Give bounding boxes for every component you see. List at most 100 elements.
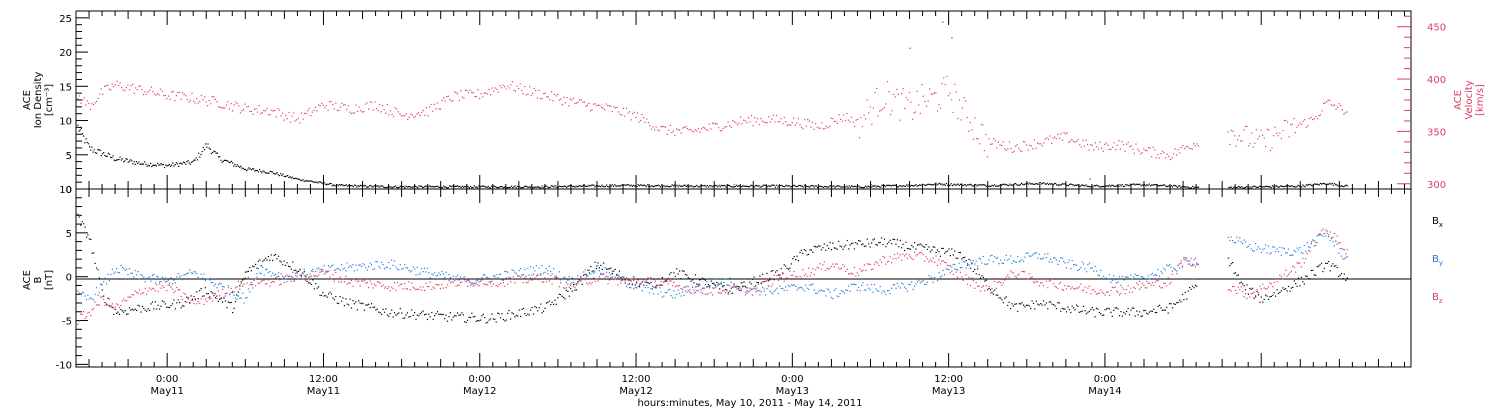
b-bx-point (313, 288, 315, 290)
b-bz-point (1242, 290, 1244, 293)
b-by-point (762, 286, 764, 288)
velocity-point (302, 118, 304, 120)
b-by-point (408, 269, 410, 272)
density-point (1154, 183, 1156, 186)
b-by-point (520, 268, 522, 270)
b-bz-point (511, 278, 513, 280)
b-bx-point (551, 301, 553, 303)
b-bz-point (750, 288, 752, 290)
b-bz-point (1064, 285, 1066, 287)
b-by-point (1078, 269, 1080, 271)
b-by-point (355, 264, 357, 266)
b-bx-point (1246, 284, 1248, 286)
velocity-point (694, 129, 696, 131)
density-point (1196, 186, 1198, 188)
b-by-point (664, 292, 666, 294)
density-point (1141, 184, 1143, 186)
b-bz-point (1075, 287, 1078, 289)
b-by-point (985, 263, 987, 266)
b-bz-point (1121, 287, 1123, 289)
b-bz-point (475, 280, 477, 282)
b-bz-point (517, 275, 519, 277)
b-bz-point (482, 283, 484, 285)
b-bx-point (588, 272, 590, 274)
b-bx-point (1138, 311, 1141, 313)
b-by-point (240, 297, 242, 299)
b-by-point (742, 281, 744, 284)
density-point (1142, 184, 1144, 186)
b-bx-point (137, 304, 139, 306)
velocity-point (774, 121, 776, 123)
b-bx-point (656, 285, 658, 287)
b-bx-point (1133, 307, 1135, 309)
b-bz-point (955, 271, 957, 273)
b-bx-point (326, 296, 328, 298)
density-point (416, 186, 418, 188)
b-bz-point (1093, 288, 1095, 291)
b-bz-point (699, 284, 701, 287)
b-bz-point (663, 281, 665, 283)
b-bz-point (1080, 283, 1082, 285)
b-by-point (1041, 258, 1043, 260)
velocity-point (1016, 144, 1018, 146)
density-point (617, 185, 619, 187)
b-bx-point (1136, 310, 1138, 312)
density-point (342, 184, 344, 186)
b-by-point (424, 267, 426, 269)
velocity-point (1104, 143, 1106, 145)
b-bz-point (826, 267, 828, 269)
b-by-point (1194, 257, 1196, 259)
velocity-point (693, 131, 695, 133)
density-point (485, 186, 487, 188)
b-bz-point (1114, 286, 1116, 288)
density-point (1298, 185, 1300, 187)
density-point (282, 173, 284, 175)
b-by-point (1234, 242, 1237, 244)
density-point (83, 135, 85, 137)
b-by-point (217, 283, 219, 286)
b-bz-point (361, 280, 363, 282)
b-by-point (1283, 248, 1285, 250)
density-point (710, 185, 712, 187)
b-bx-point (883, 238, 886, 240)
b-bx-point (744, 286, 747, 288)
b-bz-point (921, 252, 923, 254)
velocity-point (218, 106, 220, 108)
density-point (1144, 184, 1146, 186)
density-point (478, 185, 480, 187)
density-point (666, 185, 669, 187)
b-bx-point (1022, 304, 1025, 306)
b-bz-point (959, 271, 961, 273)
density-point (1163, 184, 1166, 186)
density-point (430, 185, 432, 188)
density-point (920, 184, 922, 186)
b-by-point (699, 283, 701, 285)
b-bz-point (259, 282, 261, 284)
b-bz-point (981, 286, 983, 288)
density-point (346, 185, 349, 187)
velocity-point (264, 110, 267, 112)
b-by-point (1048, 261, 1050, 263)
b-bx-point (936, 249, 939, 251)
b-bz-point (670, 280, 672, 282)
b-by-point (342, 268, 344, 270)
b-bx-point (988, 287, 990, 289)
b-by-point (481, 276, 483, 279)
b-bx-point (1243, 285, 1245, 287)
b-bx-point (892, 238, 894, 240)
density-point (1339, 185, 1341, 187)
b-by-point (909, 283, 911, 285)
density-point (1253, 185, 1255, 187)
b-bx-point (1265, 294, 1267, 296)
b-bz-point (1031, 276, 1033, 278)
velocity-point (438, 108, 440, 110)
b-by-point (696, 286, 698, 288)
b-bx-point (1053, 304, 1055, 306)
velocity-point (194, 102, 196, 104)
b-bx-point (962, 257, 964, 259)
b-bz-point (616, 279, 618, 281)
b-bz-point (1113, 287, 1115, 289)
velocity-point (682, 127, 684, 129)
velocity-point (185, 95, 187, 97)
b-bx-point (574, 289, 576, 291)
